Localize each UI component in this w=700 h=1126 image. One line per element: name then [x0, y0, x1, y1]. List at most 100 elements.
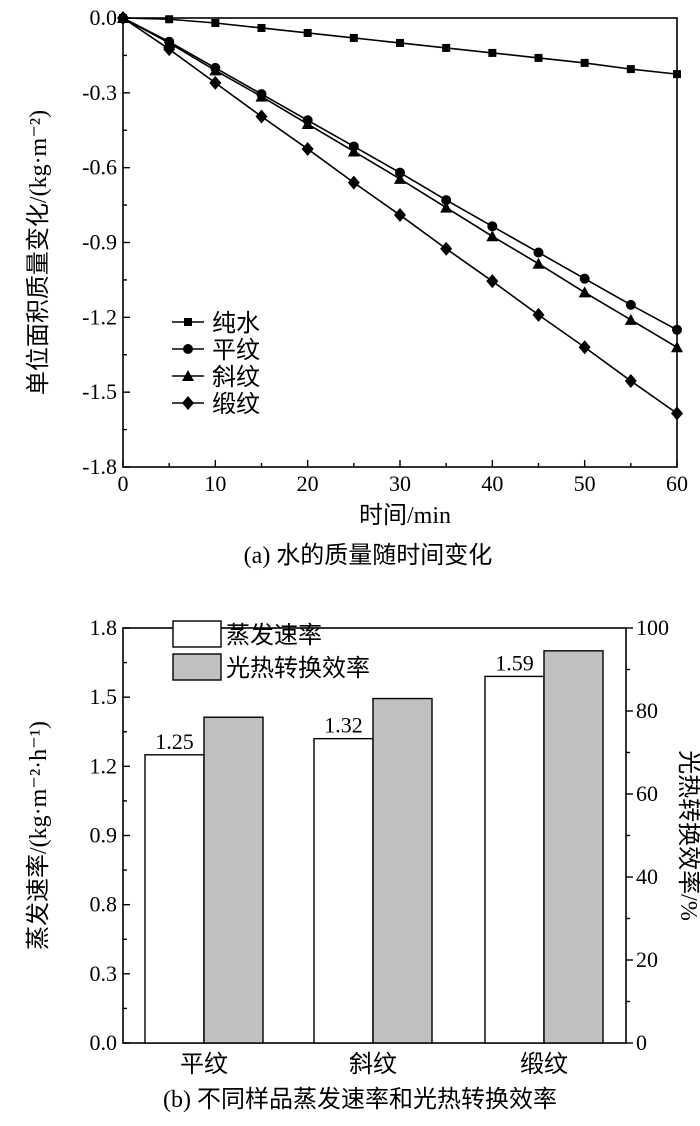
chart-b-bar-efficiency: [372, 697, 433, 1044]
chart-a-data-point: [624, 373, 637, 388]
chart-a-legend-label: 纯水: [212, 310, 260, 337]
chart-b-right-tick-label: 0: [636, 1030, 647, 1055]
chart-a-series-2: [117, 12, 683, 353]
chart-a-data-point: [533, 247, 544, 258]
chart-a-data-point: [486, 274, 499, 289]
chart-a-data-point: [624, 313, 637, 325]
chart-a-data-point: [441, 195, 452, 206]
chart-a-data-point: [301, 141, 314, 156]
chart-a-data-point: [532, 257, 545, 269]
chart-a-x-tick-label: 40: [481, 471, 503, 496]
chart-a-data-point: [301, 118, 314, 130]
chart-a-data-point: [672, 324, 682, 335]
chart-b-bar-efficiency: [203, 716, 264, 1044]
chart-a-legend-marker: [182, 370, 194, 381]
chart-a-series-0: [119, 14, 681, 79]
chart-a-x-tick-label: 60: [666, 471, 688, 496]
chart-b-left-axis-title: 蒸发速率/(kg·m⁻²·h⁻¹): [25, 721, 52, 950]
chart-a-data-point: [625, 299, 636, 310]
chart-a-x-tick-label: 30: [389, 471, 411, 496]
chart-a-data-point: [394, 172, 406, 184]
chart-a-x-tick-label: 10: [204, 471, 226, 496]
chart-b-right-tick-label: 60: [636, 781, 658, 806]
chart-b-bar-efficiency: [543, 650, 604, 1044]
chart-a-data-point: [303, 28, 312, 37]
chart-b-legend-swatch: [172, 653, 222, 681]
chart-a-y-tick-label: -0.6: [82, 155, 117, 180]
chart-a-data-point: [487, 221, 498, 232]
chart-b-bar-evaporation: [484, 675, 545, 1044]
chart-b-left-tick-label: 0.9: [90, 823, 118, 848]
chart-a-data-point: [671, 341, 683, 353]
chart-a-data-point: [488, 48, 497, 57]
chart-b-left-tick-label: 0.0: [90, 1030, 118, 1055]
chart-a-data-point: [626, 65, 635, 74]
chart-a-data-point: [211, 18, 220, 27]
chart-a-data-point: [257, 23, 266, 32]
chart-b-right-tick-label: 40: [636, 864, 658, 889]
chart-b-bar-value-label: 1.59: [495, 650, 534, 675]
chart-a-data-point: [117, 11, 129, 25]
chart-b-right-axis-title: 光热转换效率/%: [675, 750, 700, 921]
chart-a-y-tick-label: 0.0: [90, 5, 118, 30]
chart-a-data-point: [580, 58, 589, 67]
chart-a-data-point: [347, 145, 360, 157]
chart-a-caption: (a) 水的质量随时间变化: [244, 542, 493, 569]
chart-b-bar-evaporation: [313, 737, 374, 1044]
chart-b-bar-value-label: 1.25: [155, 729, 194, 754]
chart-a-data-point: [673, 70, 681, 79]
chart-a: 0.0 -0.3 -0.6 -0.9 -1.2 -1.5 -1.80 10 20 30 40 50 60…: [25, 5, 688, 569]
chart-b-bar-group: 1.59 缎纹: [484, 650, 604, 1078]
chart-a-legend-marker: [184, 318, 192, 326]
chart-b-right-tick-label: 20: [636, 947, 658, 972]
chart-a-data-point: [395, 167, 405, 178]
chart-a-legend-marker: [183, 344, 193, 354]
chart-a-data-point: [347, 175, 360, 190]
chart-a-data-point: [578, 340, 591, 355]
chart-a-data-point: [440, 201, 453, 213]
chart-a-data-point: [440, 241, 453, 256]
chart-b-right-tick-label: 100: [636, 615, 669, 640]
chart-a-legend-label: 斜纹: [212, 364, 260, 391]
chart-a-data-point: [209, 64, 222, 76]
chart-a-y-tick-label: -1.2: [82, 304, 117, 329]
chart-a-data-point: [532, 307, 545, 322]
chart-a-data-point: [255, 109, 268, 124]
chart-a-x-axis-title: 时间/min: [359, 502, 451, 529]
chart-b-legend-label: 蒸发速率: [226, 622, 322, 649]
chart-b-bar-evaporation: [144, 754, 205, 1044]
chart-b-legend-label: 光热转换效率: [226, 655, 370, 682]
chart-b-bar-group: 1.25 平纹: [144, 716, 264, 1078]
chart-a-y-tick-label: -1.8: [82, 454, 117, 479]
chart-b-left-tick-label: 1.2: [90, 753, 118, 778]
chart-a-y-tick-label: -1.5: [82, 379, 117, 404]
chart-a-series-3: [117, 11, 683, 421]
chart-b-right-tick-label: 80: [636, 698, 658, 723]
chart-a-data-point: [209, 75, 222, 90]
chart-a-data-point: [163, 42, 176, 57]
chart-a-legend-label: 平纹: [212, 337, 260, 364]
chart-a-x-tick-label: 20: [297, 471, 319, 496]
chart-b: 0.00.30.80.91.21.51.80204060801001.25平纹1…: [25, 615, 700, 1113]
chart-a-plot-frame: [122, 17, 678, 468]
chart-a-data-point: [165, 15, 174, 24]
chart-b-legend-swatch: [172, 620, 222, 648]
chart-a-data-point: [579, 273, 590, 284]
chart-a-data-point: [671, 406, 683, 421]
chart-a-data-point: [534, 53, 543, 62]
chart-a-data-point: [486, 230, 499, 242]
chart-a-data-point: [396, 38, 404, 47]
chart-a-x-tick-label: 50: [574, 471, 596, 496]
chart-b-bar-value-label: 1.32: [324, 713, 363, 738]
chart-b-left-tick-label: 0.3: [90, 961, 118, 986]
chart-a-y-axis-title: 单位面积质量变化/(kg·m⁻²): [25, 110, 52, 395]
chart-a-data-point: [394, 208, 406, 223]
chart-b-category-label: 斜纹: [349, 1051, 397, 1078]
chart-a-y-tick-label: -0.9: [82, 230, 117, 255]
chart-b-left-tick-label: 1.5: [90, 684, 118, 709]
chart-b-left-tick-label: 0.8: [90, 892, 118, 917]
